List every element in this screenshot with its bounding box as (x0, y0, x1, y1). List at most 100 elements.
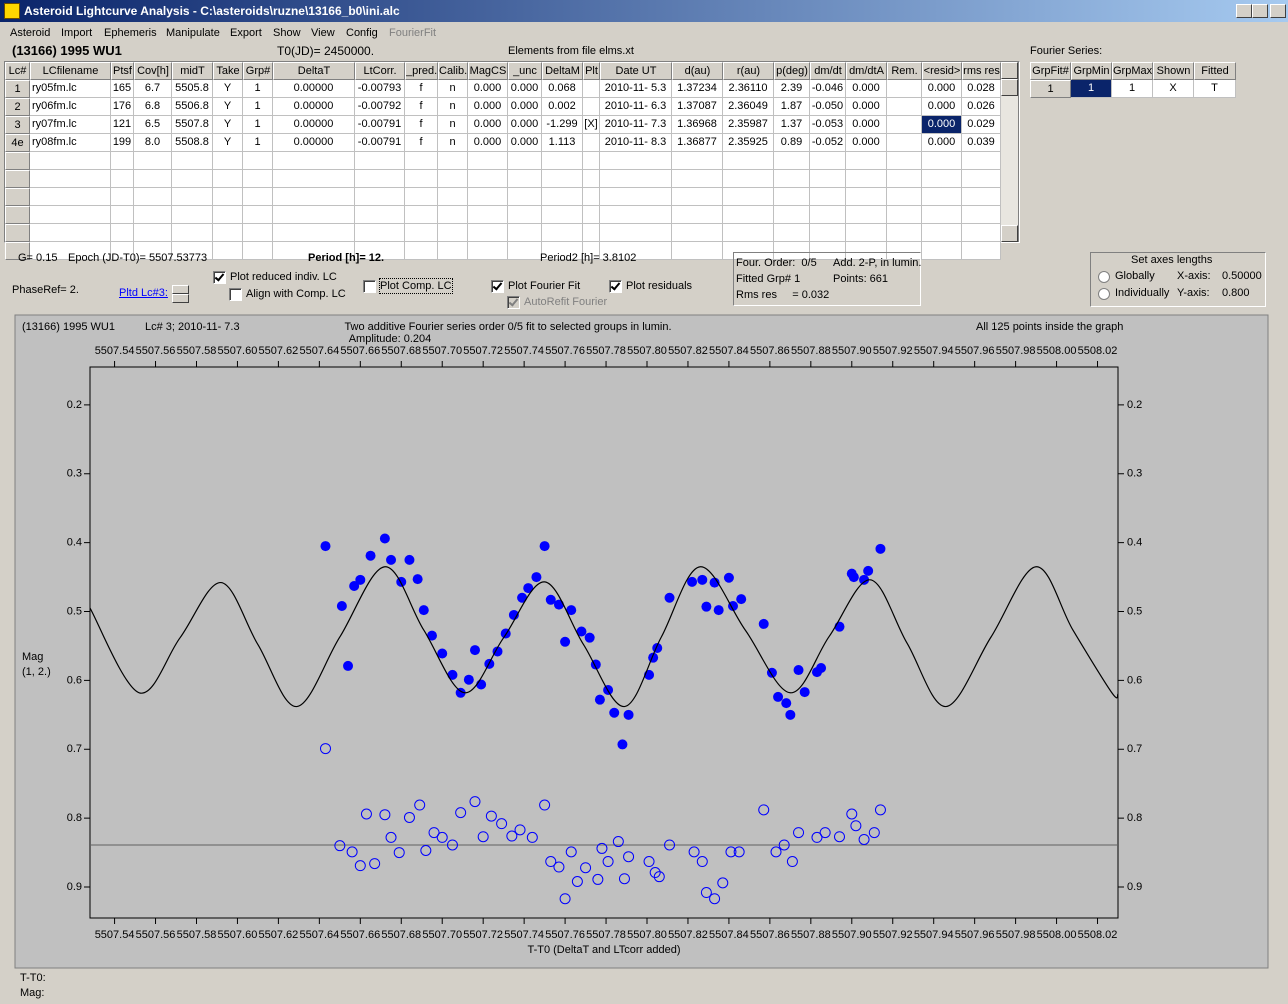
menu-item[interactable]: Show (273, 27, 301, 39)
radio-label[interactable]: Individually (1115, 287, 1170, 299)
x-tick-label: 5507.76 (545, 929, 585, 941)
table-cell (30, 224, 111, 242)
table-cell (111, 206, 134, 224)
data-point (584, 632, 595, 643)
residual-point (725, 846, 737, 858)
x-tick-label: 5507.72 (463, 929, 503, 941)
checkbox[interactable] (491, 280, 504, 293)
table-cell (438, 152, 468, 170)
table-cell (273, 152, 355, 170)
data-point (412, 574, 423, 585)
checkbox[interactable] (229, 288, 242, 301)
column-header: GrpFit# (1030, 62, 1071, 80)
x-tick-label: 5508.00 (1037, 929, 1077, 941)
x-tick-label: 5507.70 (422, 929, 462, 941)
checkbox[interactable] (363, 280, 376, 293)
spin-up[interactable] (172, 285, 189, 294)
table-cell (583, 206, 600, 224)
radio-button[interactable] (1098, 288, 1110, 300)
row-header[interactable]: 3 (5, 116, 30, 134)
row-header[interactable] (5, 170, 30, 188)
menu-item[interactable]: Manipulate (166, 27, 220, 39)
residual-point (700, 887, 712, 899)
data-point (343, 660, 354, 671)
residual-point (496, 818, 508, 830)
row-header[interactable]: 1 (5, 80, 30, 98)
scroll-thumb[interactable] (1001, 79, 1018, 96)
row-header[interactable] (5, 224, 30, 242)
menu-item[interactable]: Config (346, 27, 378, 39)
table-cell (846, 206, 887, 224)
row-header[interactable] (5, 206, 30, 224)
plotted-lc-link[interactable]: Pltd Lc#3: (119, 287, 168, 299)
table-cell (30, 188, 111, 206)
table-cell (468, 152, 508, 170)
table-cell (111, 242, 134, 260)
data-point (404, 554, 415, 565)
table-cell (774, 206, 810, 224)
menu-item[interactable]: Export (230, 27, 262, 39)
residual-point (346, 846, 358, 858)
row-header[interactable] (5, 152, 30, 170)
checkbox-label[interactable]: Align with Comp. LC (246, 288, 346, 300)
close-button[interactable] (1270, 4, 1286, 18)
row-header[interactable]: 4e (5, 134, 30, 152)
table-cell[interactable]: 1 (1030, 80, 1071, 98)
column-header: Shown (1153, 62, 1194, 80)
x-tick-label: 5507.84 (709, 929, 749, 941)
table-cell[interactable]: X (1153, 80, 1194, 98)
residual-point (618, 873, 630, 885)
checkbox-label[interactable]: Plot Comp. LC (379, 278, 453, 294)
data-point (723, 572, 734, 583)
table-cell (887, 98, 922, 116)
y-tick-label: 0.8 (67, 812, 82, 824)
table-cell (213, 170, 243, 188)
y-tick-label: 0.2 (67, 399, 82, 411)
minimize-button[interactable] (1236, 4, 1252, 18)
menu-item[interactable]: Ephemeris (104, 27, 157, 39)
table-cell: Y (213, 134, 243, 152)
radio-label[interactable]: Globally (1115, 270, 1155, 282)
x-tick-label: 5507.88 (791, 345, 831, 357)
table-cell (583, 134, 600, 152)
scroll-down[interactable] (1001, 225, 1018, 242)
table-cell (600, 188, 672, 206)
table-cell (810, 224, 846, 242)
elements-label: Elements from file elms.xt (508, 45, 634, 57)
table-cell (508, 152, 542, 170)
column-header: Calib. (438, 62, 468, 80)
table-cell: 6.5 (134, 116, 172, 134)
restore-button[interactable] (1252, 4, 1268, 18)
checkbox[interactable] (213, 271, 226, 284)
spin-down[interactable] (172, 294, 189, 303)
row-header[interactable] (5, 188, 30, 206)
checkbox-label[interactable]: Plot reduced indiv. LC (230, 271, 337, 283)
x-tick-label: 5507.92 (873, 345, 913, 357)
menu-item[interactable]: Import (61, 27, 93, 39)
table-cell[interactable]: 1 (1112, 80, 1153, 98)
row-header[interactable] (5, 242, 30, 260)
checkbox-label[interactable]: Plot Fourier Fit (508, 280, 581, 292)
table-cell (213, 206, 243, 224)
menu-item[interactable]: FourierFit (389, 27, 437, 39)
table-cell: 0.000 (508, 116, 542, 134)
residual-point (833, 831, 845, 843)
radio-button[interactable] (1098, 271, 1110, 283)
table-cell[interactable]: T (1194, 80, 1236, 98)
table-cell (810, 188, 846, 206)
table-cell: 0.000 (508, 134, 542, 152)
data-point (447, 669, 458, 680)
data-point (758, 618, 769, 629)
checkbox-label[interactable]: Plot residuals (626, 280, 693, 292)
table-cell (213, 224, 243, 242)
checkbox[interactable] (609, 280, 622, 293)
table-cell[interactable]: 1 (1071, 80, 1112, 98)
scroll-up[interactable] (1001, 62, 1018, 79)
row-header[interactable]: 2 (5, 98, 30, 116)
menu-item[interactable]: View (311, 27, 335, 39)
column-header: dm/dt (810, 62, 846, 80)
menu-item[interactable]: Asteroid (10, 27, 51, 39)
table-cell (672, 224, 723, 242)
table-cell (542, 206, 583, 224)
residual-point (553, 861, 565, 873)
